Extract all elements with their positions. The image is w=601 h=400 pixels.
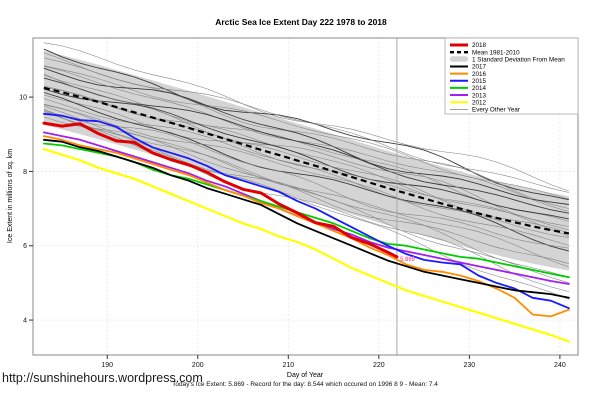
y-tick-label: 8 bbox=[23, 169, 27, 176]
legend-label: 2018 bbox=[472, 42, 487, 49]
legend-label: 1 Standard Deviation From Mean bbox=[472, 57, 565, 64]
every-other-year-line bbox=[43, 103, 569, 268]
legend-label: Mean 1981-2010 bbox=[472, 49, 520, 56]
series-line-2017 bbox=[43, 138, 570, 299]
legend-label: 2012 bbox=[472, 99, 487, 106]
every-other-year-line bbox=[43, 52, 569, 209]
every-other-year-line bbox=[43, 105, 569, 284]
plot-area: 190 200 210 220 230 240 4 6 8 10 bbox=[19, 37, 579, 369]
every-other-year-line bbox=[43, 111, 570, 300]
legend-label: Every Other Year bbox=[472, 107, 520, 114]
every-other-year-line bbox=[43, 65, 569, 212]
x-axis-label: Day of Year bbox=[287, 372, 324, 379]
every-other-year-line bbox=[43, 48, 569, 201]
series-line-2015 bbox=[43, 112, 570, 310]
legend-swatch-band bbox=[450, 56, 468, 62]
mean-1981-2010-line bbox=[43, 86, 570, 235]
every-other-year-line bbox=[43, 109, 569, 249]
every-other-year-line bbox=[43, 67, 569, 205]
legend-label: 2016 bbox=[472, 71, 487, 78]
series-line-2016 bbox=[43, 135, 570, 318]
x-tick-label: 230 bbox=[464, 362, 476, 369]
chart-caption: Today's Ice Extent: 5.869 - Record for t… bbox=[172, 381, 438, 388]
every-other-year-line bbox=[43, 88, 569, 220]
x-tick-label: 220 bbox=[373, 362, 385, 369]
site-url-link[interactable]: http://sunshinehours.wordpress.com bbox=[2, 371, 203, 385]
y-tick-label: 4 bbox=[23, 318, 27, 325]
chart-title: Arctic Sea Ice Extent Day 222 1978 to 20… bbox=[215, 17, 387, 27]
every-other-year-line bbox=[43, 65, 569, 200]
x-tick-label: 200 bbox=[192, 362, 204, 369]
every-other-year-line bbox=[43, 104, 569, 246]
legend-label: 2015 bbox=[472, 78, 487, 85]
y-tick-label: 6 bbox=[23, 243, 27, 250]
plot-border bbox=[32, 37, 579, 356]
x-tick-label: 210 bbox=[282, 362, 294, 369]
series-line-2012 bbox=[42, 148, 570, 343]
legend-label: 2017 bbox=[472, 64, 487, 71]
x-tick-label: 240 bbox=[554, 362, 566, 369]
x-tick-label: 190 bbox=[101, 362, 113, 369]
every-other-year-line bbox=[43, 116, 569, 264]
current-value-annotation: 5.869 bbox=[400, 257, 416, 263]
series-line-2018 bbox=[42, 121, 399, 259]
legend-label: 2013 bbox=[472, 92, 487, 99]
y-tick-label: 10 bbox=[19, 95, 27, 102]
every-other-year-line bbox=[43, 73, 569, 227]
every-other-year-line bbox=[43, 85, 569, 231]
every-other-year-line bbox=[43, 92, 570, 252]
every-other-year-line bbox=[43, 110, 569, 278]
legend-label: 2014 bbox=[472, 85, 487, 92]
every-other-year-line bbox=[43, 57, 569, 193]
y-axis-label: Ice Extent in millions of sq. km bbox=[7, 149, 14, 243]
std-deviation-band bbox=[43, 50, 569, 271]
